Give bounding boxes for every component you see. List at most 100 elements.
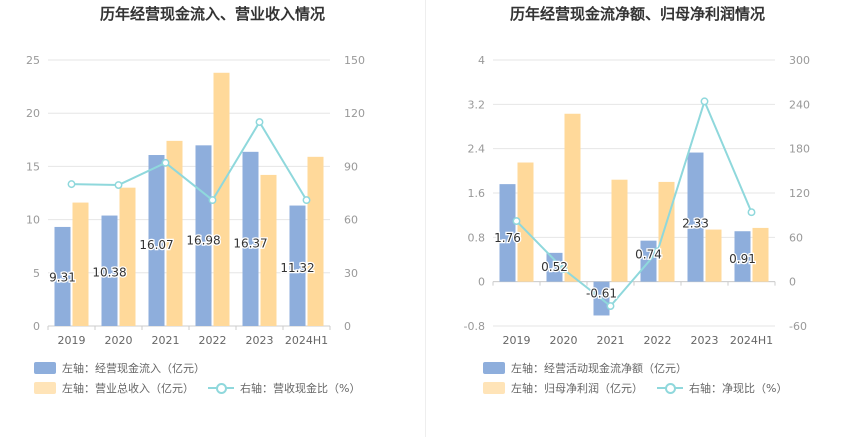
- legend-swatch-bar2: [483, 382, 505, 394]
- legend-label-net-cash-ratio: 右轴：净现比（%）: [689, 382, 788, 395]
- chart-panel-cashflow-inflow: 历年经营现金流入、营业收入情况 0 5 10 15 20 25 0 30 60 90 120 150 2…: [26, 5, 424, 398]
- x-axis-tick-label: 2023: [246, 334, 274, 347]
- bar-series2: [213, 72, 230, 326]
- line-series: [515, 98, 753, 308]
- legend-label-inflow: 左轴：经营现金流入（亿元）: [62, 362, 205, 375]
- bar-series2: [260, 174, 277, 326]
- x-axis-tick-label: 2024H1: [285, 334, 328, 347]
- line-point: [512, 217, 521, 226]
- bar-series2: [752, 227, 769, 282]
- line-point: [653, 247, 662, 256]
- panel-divider: [425, 0, 426, 437]
- legend-label-net-cashflow: 左轴：经营活动现金流净额（亿元）: [511, 362, 687, 375]
- line-point: [302, 196, 311, 205]
- bar-data-label: 1.76: [494, 231, 521, 245]
- bar-data-label: 0.74: [635, 248, 662, 262]
- bar-series2: [166, 140, 183, 326]
- bar-data-label: 0.91: [729, 252, 756, 266]
- left-axis-tick-label: 20: [26, 107, 40, 120]
- right-axis-tick-label: 90: [344, 160, 358, 173]
- left-axis-tick-label: 15: [26, 160, 40, 173]
- line-point: [67, 180, 76, 189]
- x-axis-tick-label: 2023: [691, 334, 719, 347]
- left-axis-tick-label: 0.8: [468, 231, 486, 244]
- bar-data-label: 9.31: [49, 270, 76, 284]
- legend-item-revenue[interactable]: 左轴：营业总收入（亿元）: [34, 380, 194, 396]
- x-axis-tick-label: 2021: [152, 334, 180, 347]
- legend-swatch-bar1: [34, 362, 56, 374]
- chart-legend: 左轴：经营现金流入（亿元） 左轴：营业总收入（亿元） 右轴：营收现金比（%）: [34, 358, 424, 398]
- legend-item-inflow[interactable]: 左轴：经营现金流入（亿元）: [34, 360, 205, 376]
- legend-swatch-line: [657, 382, 683, 394]
- bar-series2: [72, 202, 89, 326]
- bar-data-label: 16.07: [139, 238, 173, 252]
- line-point: [114, 181, 123, 189]
- legend-swatch-bar2: [34, 382, 56, 394]
- legend-label-net-profit: 左轴：归母净利润（亿元）: [511, 382, 643, 395]
- line-point: [559, 265, 568, 274]
- chart-legend: 左轴：经营活动现金流净额（亿元） 左轴：归母净利润（亿元） 右轴：净现比（%）: [483, 358, 850, 398]
- bar-data-label: 0.52: [541, 260, 568, 274]
- x-axis-tick-label: 2019: [58, 334, 86, 347]
- left-axis-tick-label: 4: [478, 54, 485, 67]
- bar-series1: [546, 252, 563, 282]
- left-axis-tick-label: 1.6: [468, 187, 486, 200]
- x-axis-tick-label: 2020: [105, 334, 133, 347]
- legend-swatch-line: [208, 382, 234, 394]
- bar-data-label: -0.61: [586, 287, 617, 301]
- line-series: [71, 120, 308, 202]
- x-axis-tick-label: 2019: [503, 334, 531, 347]
- bar-data-label: 10.38: [92, 265, 126, 279]
- right-axis-tick-label: 180: [789, 143, 810, 156]
- legend-label-ratio: 右轴：营收现金比（%）: [240, 382, 361, 395]
- bar-series2: [658, 181, 675, 282]
- left-axis-tick-label: 25: [26, 54, 40, 67]
- right-axis-tick-label: 120: [344, 107, 365, 120]
- legend-item-ratio[interactable]: 右轴：营收现金比（%）: [208, 380, 360, 396]
- bar-series2: [307, 156, 324, 326]
- line-point: [161, 158, 170, 167]
- bar-series2: [705, 229, 722, 282]
- legend-item-net-cashflow[interactable]: 左轴：经营活动现金流净额（亿元）: [483, 360, 687, 376]
- bar-series2: [119, 187, 136, 326]
- legend-swatch-bar1: [483, 362, 505, 374]
- right-axis-tick-label: 150: [344, 54, 365, 67]
- bar-data-label: 16.98: [186, 234, 220, 248]
- bar-data-label: 2.33: [682, 217, 709, 231]
- right-axis-tick-label: 0: [789, 276, 796, 289]
- x-axis-tick-label: 2021: [597, 334, 625, 347]
- left-axis-tick-label: 5: [33, 267, 40, 280]
- bar-data-label: 16.37: [233, 237, 267, 251]
- bar-series1: [101, 215, 118, 326]
- bar-data-label: 11.32: [280, 261, 314, 275]
- chart-panel-net-cashflow: 历年经营现金流净额、归母净利润情况 -0.8 0 0.8 1.6 2.4 3.2 4 -60 0…: [425, 0, 850, 437]
- legend-label-revenue: 左轴：营业总收入（亿元）: [62, 382, 194, 395]
- bar-series1: [499, 184, 516, 282]
- line-point: [208, 196, 217, 205]
- line-point: [700, 97, 709, 106]
- bar-series2: [564, 113, 581, 282]
- bar-series1: [289, 205, 306, 326]
- right-axis-tick-label: 60: [344, 214, 358, 227]
- x-axis-tick-label: 2024H1: [730, 334, 773, 347]
- left-axis-tick-label: 10: [26, 214, 40, 227]
- legend-item-net-cash-ratio[interactable]: 右轴：净现比（%）: [657, 380, 787, 396]
- line-point: [606, 302, 615, 310]
- bar-series2: [517, 162, 534, 282]
- legend-item-net-profit[interactable]: 左轴：归母净利润（亿元）: [483, 380, 643, 396]
- chart-title: 历年经营现金流入、营业收入情况: [99, 5, 325, 23]
- right-axis-tick-label: 300: [789, 54, 810, 67]
- right-axis-tick-label: -60: [789, 320, 807, 333]
- left-axis-tick-label: 0: [478, 276, 485, 289]
- right-axis-tick-label: 240: [789, 98, 810, 111]
- bar-series1: [148, 155, 165, 326]
- x-axis-tick-label: 2022: [199, 334, 227, 347]
- right-axis-tick-label: 0: [344, 320, 351, 333]
- right-axis-tick-label: 30: [344, 267, 358, 280]
- left-axis-tick-label: 3.2: [468, 98, 486, 111]
- right-axis-tick-label: 120: [789, 187, 810, 200]
- line-point: [747, 208, 756, 217]
- right-axis-tick-label: 60: [789, 231, 803, 244]
- bar-series1: [54, 226, 71, 326]
- left-axis-tick-label: -0.8: [464, 320, 485, 333]
